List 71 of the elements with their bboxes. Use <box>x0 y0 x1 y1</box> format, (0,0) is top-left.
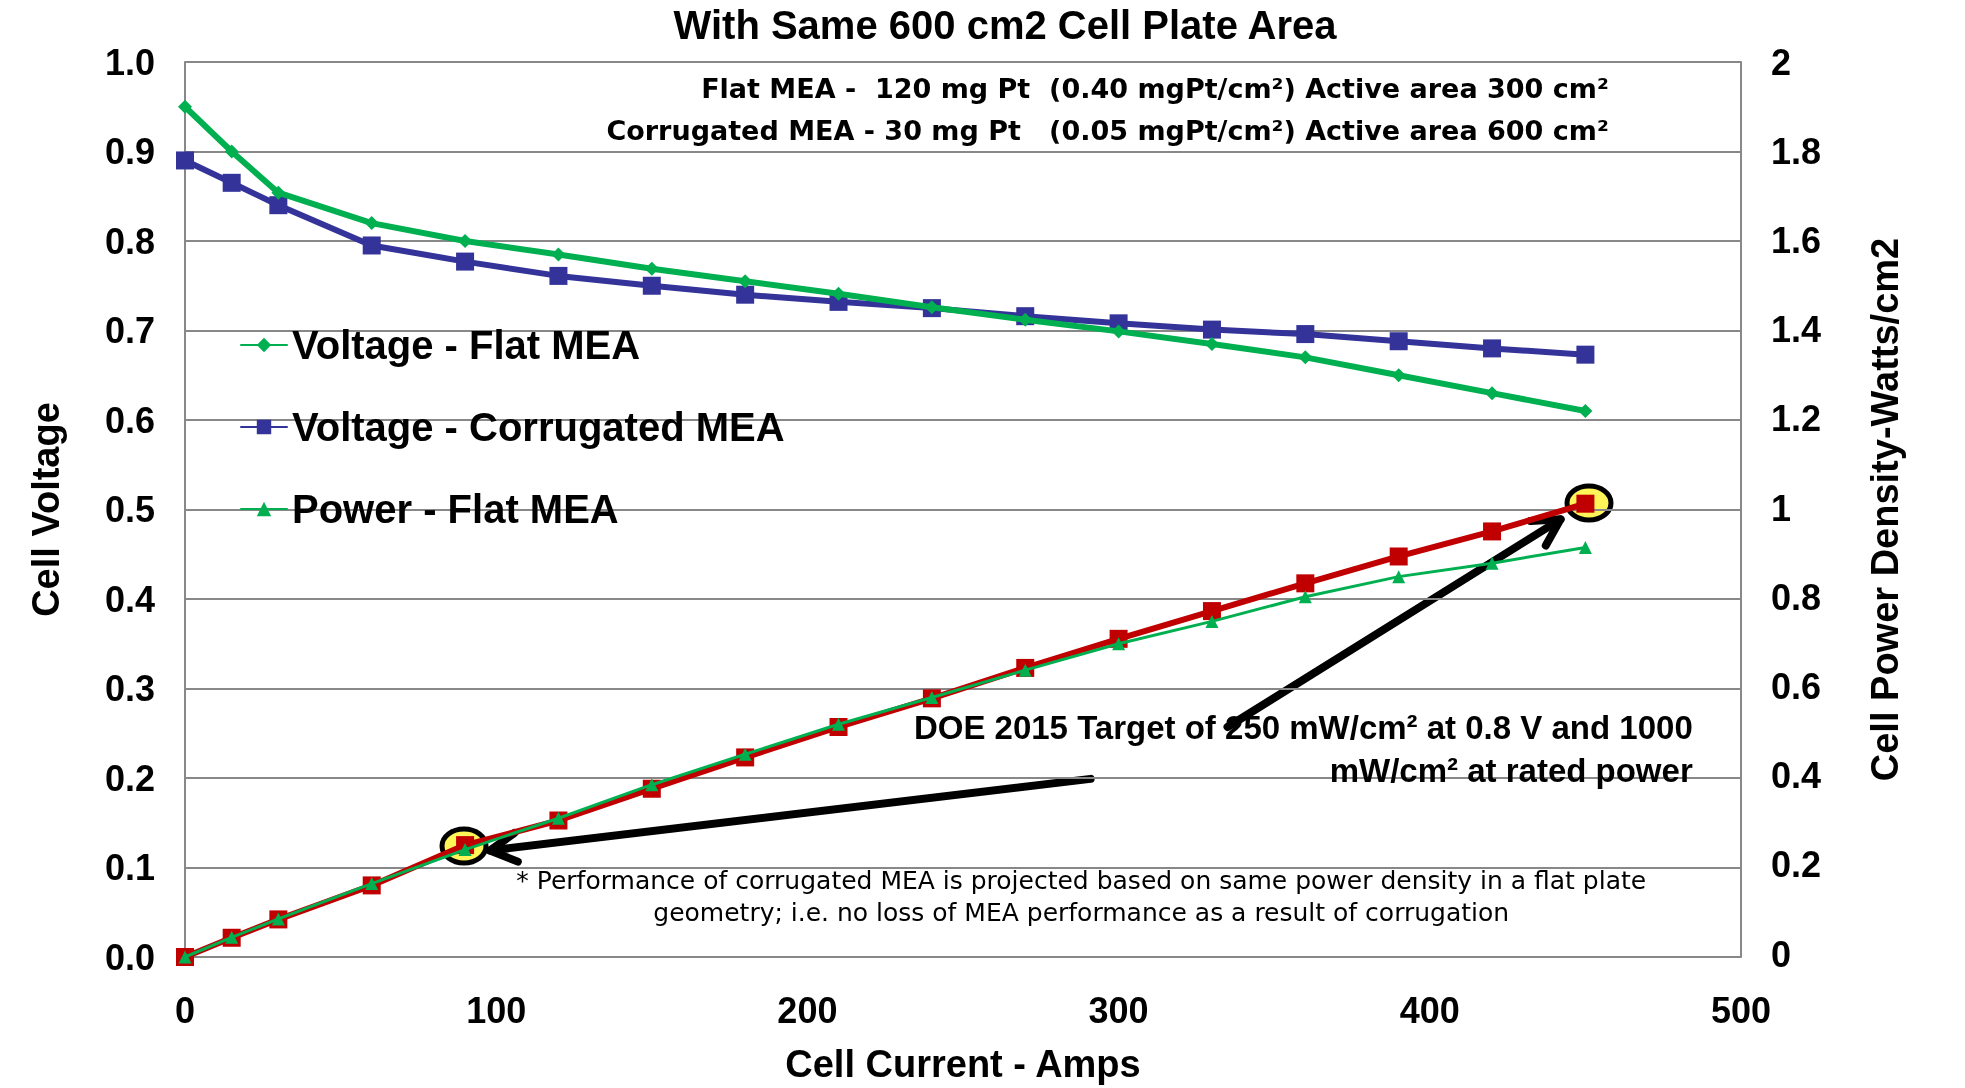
annotation: Flat MEA - 120 mg Pt (0.40 mgPt/cm²) Active area 300 cm² <box>700 72 1609 107</box>
point <box>178 99 192 114</box>
point <box>1483 522 1502 541</box>
y2-tick-label: 0.6 <box>1771 665 1822 707</box>
y-tick-label: 0.7 <box>104 310 155 351</box>
point <box>1298 350 1313 365</box>
x-axis-title: Cell Current - Amps <box>785 1043 1141 1085</box>
legend-label: Voltage - Corrugated MEA <box>292 405 785 449</box>
y2-tick-label: 2 <box>1771 41 1792 83</box>
y-tick-label: 0.6 <box>104 399 155 441</box>
y2-tick-label: 1 <box>1771 487 1792 529</box>
point <box>1202 602 1221 621</box>
point <box>1578 541 1592 555</box>
y-tick-label: 0.2 <box>104 757 155 799</box>
x-tick-label: 100 <box>466 989 527 1031</box>
y-tick-label: 0.5 <box>104 489 155 530</box>
point <box>224 144 239 159</box>
y2-tick-label: 0.8 <box>1771 576 1822 618</box>
y2-tick-label: 1.8 <box>1771 130 1822 172</box>
point <box>176 151 194 170</box>
y2-axis-title: Cell Power Density-Watts/cm2 <box>1864 237 1906 782</box>
y-axis-title: Cell Voltage <box>25 402 67 617</box>
point <box>1392 570 1406 584</box>
point <box>1389 547 1408 566</box>
legend-label: Voltage - Flat MEA <box>292 323 641 367</box>
point <box>736 285 755 304</box>
point <box>1296 325 1315 344</box>
point <box>549 266 568 285</box>
annotation: Corrugated MEA - 30 mg Pt (0.05 mgPt/cm²) Active area 600 cm² <box>605 114 1609 149</box>
point <box>1111 324 1126 339</box>
y2-tick-label: 1.2 <box>1771 398 1822 440</box>
x-tick-label: 400 <box>1399 989 1460 1031</box>
y2-tick-label: 1.4 <box>1771 309 1822 351</box>
y-tick-label: 0.0 <box>104 936 155 978</box>
point <box>1483 339 1502 358</box>
y-tick-label: 0.9 <box>104 131 155 172</box>
point <box>271 185 286 200</box>
x-tick-label: 300 <box>1088 989 1149 1031</box>
point <box>1296 574 1315 593</box>
point <box>1485 556 1499 570</box>
point <box>222 173 241 192</box>
point <box>1576 345 1595 364</box>
point <box>456 252 475 271</box>
point <box>1578 404 1593 419</box>
y-tick-label: 1.0 <box>104 41 155 83</box>
point <box>1391 368 1406 383</box>
y-tick-label: 0.4 <box>104 578 155 620</box>
point <box>1202 320 1221 339</box>
y-tick-label: 0.3 <box>104 668 155 709</box>
point <box>1205 614 1219 628</box>
point <box>642 276 661 295</box>
point <box>1389 332 1408 351</box>
chart-title: With Same 600 cm2 Cell Plate Area <box>673 3 1338 47</box>
x-tick-label: 200 <box>777 989 838 1031</box>
legend-label: Power - Flat MEA <box>292 487 619 531</box>
point <box>269 196 288 215</box>
x-tick-label: 500 <box>1710 989 1772 1031</box>
point <box>362 236 381 255</box>
point <box>1298 590 1312 604</box>
y2-tick-label: 0.2 <box>1771 844 1822 886</box>
x-tick-label: 0 <box>174 989 196 1031</box>
point <box>551 247 566 262</box>
y2-tick-label: 1.6 <box>1771 219 1822 261</box>
annotation: * Performance of corrugated MEA is projected based on same power density in a flat plate geometry; i.e. no loss of MEA performance as a result of corrugation <box>515 864 1648 930</box>
y2-tick-label: 0 <box>1771 933 1792 975</box>
y-tick-label: 0.8 <box>104 220 155 262</box>
y2-tick-label: 0.4 <box>1771 755 1822 797</box>
y-tick-label: 0.1 <box>104 847 155 888</box>
point <box>1485 386 1500 401</box>
point <box>1018 312 1033 327</box>
point <box>364 216 379 231</box>
